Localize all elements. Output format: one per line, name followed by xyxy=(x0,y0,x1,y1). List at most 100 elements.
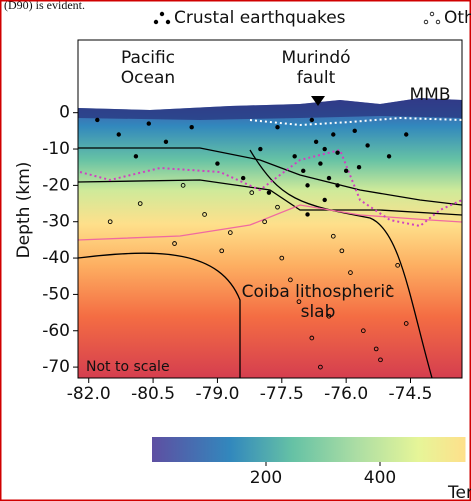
x-tick-label: -82.0 xyxy=(67,384,111,404)
legend-marker xyxy=(153,19,159,25)
earthquake xyxy=(352,128,357,134)
earthquake xyxy=(301,168,306,174)
dotted-contour xyxy=(249,116,462,127)
earthquake xyxy=(275,125,280,130)
earthquake xyxy=(172,241,177,246)
x-tick-label: -74.5 xyxy=(389,384,433,404)
colorbar-label: Tem xyxy=(447,483,471,501)
earthquake xyxy=(215,161,220,166)
legend-marker xyxy=(429,11,435,17)
legend-marker xyxy=(165,19,171,25)
earthquake xyxy=(326,175,332,181)
earthquake xyxy=(309,117,315,123)
earthquake xyxy=(163,139,169,144)
earthquake xyxy=(403,321,409,326)
earthquake xyxy=(292,154,297,159)
x-tick-label: -77.5 xyxy=(260,384,304,404)
fault-marker xyxy=(311,96,325,106)
legend-label: Crustal earthquakes xyxy=(174,8,346,28)
earthquake xyxy=(95,117,100,123)
y-axis-label: Depth (km) xyxy=(14,162,34,259)
y-tick-label: -40 xyxy=(42,248,70,268)
earthquake xyxy=(373,346,379,352)
isotherm xyxy=(78,204,462,241)
y-tick-label: -70 xyxy=(42,357,70,377)
legend-marker xyxy=(435,19,441,25)
x-tick-label: -79.0 xyxy=(195,384,239,404)
earthquake xyxy=(365,143,370,148)
y-tick-label: 0 xyxy=(59,103,70,123)
earthquake xyxy=(305,212,310,217)
caption: (D90) is evident. xyxy=(4,0,85,12)
earthquake xyxy=(339,248,345,254)
earthquake xyxy=(275,204,280,210)
earthquake xyxy=(326,313,332,319)
legend-marker xyxy=(423,19,429,25)
annotation: Murindó xyxy=(281,48,350,68)
annotation: fault xyxy=(297,68,336,88)
earthquake xyxy=(313,139,319,144)
earthquake xyxy=(133,154,139,159)
x-tick-label: -76.0 xyxy=(324,384,368,404)
earthquake xyxy=(288,277,293,283)
earthquake xyxy=(116,132,121,137)
earthquake xyxy=(202,212,207,217)
earthquake xyxy=(180,183,186,188)
earthquake xyxy=(343,168,349,174)
earthquake xyxy=(279,255,285,261)
earthquake xyxy=(240,175,246,181)
topography xyxy=(78,98,462,120)
earthquake xyxy=(318,161,323,166)
slab-line xyxy=(78,252,241,378)
earthquake xyxy=(404,132,409,137)
earthquake xyxy=(335,150,340,155)
earthquake xyxy=(146,121,151,126)
contour xyxy=(78,179,462,216)
earthquake xyxy=(227,230,233,235)
earthquake xyxy=(322,146,327,152)
y-tick-label: -30 xyxy=(42,212,70,232)
earthquake xyxy=(322,197,327,203)
earthquake xyxy=(331,132,336,137)
annotation: Ocean xyxy=(121,68,175,88)
plot-frame xyxy=(77,39,463,379)
colorbar-tick-label: 200 xyxy=(250,468,282,488)
annotation: Coiba lithospheric xyxy=(242,282,395,302)
earthquake xyxy=(318,364,323,370)
earthquake xyxy=(262,219,267,225)
earthquake xyxy=(305,183,310,188)
earthquake xyxy=(296,299,302,305)
earthquake xyxy=(137,201,143,206)
earthquake xyxy=(107,219,113,225)
annotation: Not to scale xyxy=(86,359,170,375)
y-tick-label: -50 xyxy=(42,284,70,304)
earthquake xyxy=(330,233,336,239)
earthquake xyxy=(348,270,353,275)
y-tick-label: -20 xyxy=(42,175,70,195)
earthquake xyxy=(395,262,400,268)
legend-marker xyxy=(159,11,165,17)
earthquake xyxy=(378,357,383,363)
colorbar-tick-label: 400 xyxy=(364,468,396,488)
earthquake xyxy=(335,183,340,188)
annotation: slab xyxy=(301,302,336,322)
earthquake xyxy=(356,165,362,170)
contour xyxy=(78,147,462,206)
y-tick-label: -10 xyxy=(42,139,70,159)
legend-label: Oth xyxy=(444,8,471,28)
earthquake xyxy=(386,284,392,290)
annotation: MMB xyxy=(410,85,451,105)
earthquake xyxy=(249,190,255,195)
earthquake xyxy=(219,248,225,254)
y-tick-label: -60 xyxy=(42,321,70,341)
colorbar xyxy=(152,437,466,462)
earthquake xyxy=(258,146,263,152)
section xyxy=(78,98,462,378)
earthquake xyxy=(386,154,392,159)
earthquake xyxy=(360,328,366,334)
earthquake xyxy=(266,190,272,195)
earthquake xyxy=(309,335,315,341)
